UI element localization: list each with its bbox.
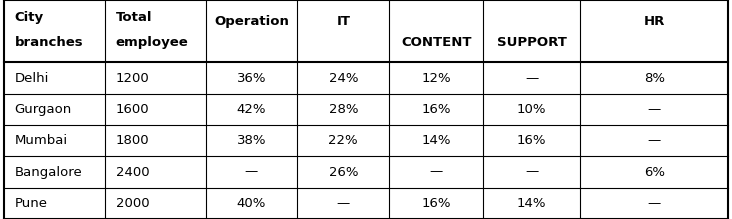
Text: —: — [648,197,661,210]
Text: 38%: 38% [236,134,266,147]
Text: —: — [648,103,661,116]
Text: —: — [430,166,443,178]
Text: Delhi: Delhi [15,72,49,85]
Text: Mumbai: Mumbai [15,134,68,147]
Text: 2000: 2000 [116,197,149,210]
Text: 28%: 28% [329,103,358,116]
Text: 2400: 2400 [116,166,149,178]
Text: 16%: 16% [422,103,451,116]
Text: branches: branches [15,36,83,49]
Text: 6%: 6% [644,166,665,178]
Text: 8%: 8% [644,72,665,85]
Text: 40%: 40% [236,197,266,210]
Text: —: — [525,72,539,85]
Text: —: — [648,134,661,147]
Text: HR: HR [643,15,665,28]
Text: 1600: 1600 [116,103,149,116]
Text: —: — [525,166,539,178]
Text: 36%: 36% [236,72,266,85]
Text: City: City [15,11,44,24]
Text: 42%: 42% [236,103,266,116]
Text: 24%: 24% [329,72,358,85]
Text: —: — [337,197,350,210]
Text: 1800: 1800 [116,134,149,147]
Text: Total: Total [116,11,152,24]
Text: 16%: 16% [422,197,451,210]
Text: Bangalore: Bangalore [15,166,83,178]
Text: Gurgaon: Gurgaon [15,103,72,116]
Text: CONTENT: CONTENT [401,36,471,49]
Text: Pune: Pune [15,197,48,210]
Text: 14%: 14% [517,197,547,210]
Text: 22%: 22% [329,134,358,147]
Text: 12%: 12% [422,72,451,85]
Text: 16%: 16% [517,134,547,147]
Text: employee: employee [116,36,188,49]
Text: IT: IT [336,15,351,28]
Text: 10%: 10% [517,103,547,116]
Text: —: — [244,166,258,178]
Text: 26%: 26% [329,166,358,178]
Text: SUPPORT: SUPPORT [497,36,567,49]
Text: Operation: Operation [214,15,289,28]
Text: 1200: 1200 [116,72,149,85]
Text: 14%: 14% [422,134,451,147]
